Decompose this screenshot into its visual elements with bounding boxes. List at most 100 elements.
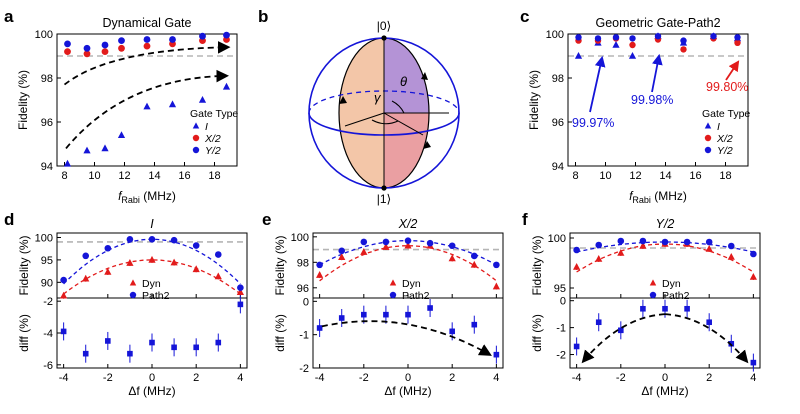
panel-c-point (575, 34, 582, 41)
panel-a-point (101, 144, 109, 152)
panel-c-ytick-label: 100 (546, 29, 564, 41)
panel-e-point-diff (427, 305, 433, 311)
panel-e-top-ytick-label: 98 (297, 257, 309, 269)
panel-c-legend-label: X/2 (716, 133, 733, 145)
panel-c-ylabel: Fidelity (%) (527, 70, 541, 130)
panel-f-bottom-xtick-label: 4 (750, 372, 756, 384)
panel-c-xtick-label: 16 (689, 170, 701, 182)
panel-d-point-path2 (82, 252, 90, 260)
panel-f-point-dyn (749, 273, 757, 280)
panel-d-bottom-xtick-label: 0 (149, 372, 155, 384)
panel-e-point-dyn (404, 241, 412, 249)
panel-e-point-diff (405, 311, 411, 318)
panel-e-point-diff (471, 321, 478, 328)
panel-f-point-dyn (639, 242, 647, 249)
panel-e-bottom-xtick-label: -2 (359, 372, 369, 384)
panel-e-top-ytick-label: 96 (297, 283, 309, 295)
panel-e-point-dyn (382, 243, 390, 250)
panel-c-point (734, 34, 741, 41)
panel-d-point-dyn (148, 255, 156, 263)
panel-a-xtick-label: 14 (148, 170, 160, 182)
panel-c-point (654, 33, 662, 40)
panel-f-point-dyn (705, 245, 713, 252)
panel-e-point-path2 (316, 261, 323, 269)
panel-e-legend-dyn: Dyn (402, 278, 421, 290)
panel-a-point (143, 42, 151, 50)
panel-c-point (734, 39, 741, 46)
panel-d-top-ytick-label: 100 (35, 232, 53, 244)
panel-d-point-dyn (170, 258, 178, 266)
panel-a-point (143, 36, 151, 43)
panel-e-legend-path2: Path2 (402, 290, 430, 302)
panel-c-legend-marker (704, 134, 712, 142)
panel-d-point-path2 (214, 251, 222, 258)
panel-f-point-diff (684, 305, 690, 312)
panel-e-point-diff (338, 315, 345, 321)
panel-e-xlabel: Δf (MHz) (384, 384, 431, 398)
panel-c-annotation-1: 99.97% (572, 116, 614, 130)
bloch-ket-1: |1⟩ (377, 192, 391, 206)
panel-a-xtick-label: 10 (88, 170, 100, 182)
panel-c-legend-label: Y/2 (717, 145, 733, 157)
panel-f-point-path2 (617, 237, 625, 245)
panel-f-trend-arrow-left (581, 313, 666, 364)
panel-f-point-path2 (705, 238, 713, 246)
panel-d-bottom-ytick-label: -6 (43, 360, 53, 372)
panel-c-annotation-3: 99.80% (706, 80, 748, 94)
panel-f-bottom-xtick-label: 0 (662, 372, 668, 384)
panel-d-point-diff (127, 350, 133, 357)
panel-d-bottom-ytick-label: -2 (43, 296, 53, 308)
bloch-theta-arc (391, 100, 405, 114)
panel-d-point-diff (60, 328, 67, 335)
panel-a-point (168, 100, 177, 108)
panel-d-point-dyn (104, 268, 112, 275)
panel-c-point (710, 33, 717, 40)
bloch-y-axis (344, 112, 385, 127)
panel-f-point-diff (706, 319, 712, 326)
panel-d-xlabel: Δf (MHz) (128, 384, 175, 398)
panel-f-point-diff (640, 305, 646, 312)
panel-d-bottom-xtick-label: -2 (103, 372, 113, 384)
panel-label-d: d (4, 210, 14, 229)
panel-f-bottom-xtick-label: -2 (616, 372, 626, 384)
bloch-purple-region (384, 38, 429, 113)
bloch-south-dot (381, 185, 387, 191)
panel-a-point (117, 131, 126, 138)
panel-a-xtick-label: 8 (61, 170, 67, 182)
panel-a-point (64, 40, 71, 48)
panel-a-legend-label: Y/2 (205, 145, 221, 157)
panel-a-title: Dynamical Gate (103, 16, 192, 30)
panel-e-point-diff (383, 311, 389, 318)
panel-e-point-dyn (316, 271, 324, 278)
panel-f-trend-arrow-right (664, 313, 749, 364)
panel-e-point-diff (316, 325, 323, 331)
panel-d-legend-dyn: Dyn (142, 278, 161, 290)
panel-e-bottom-xtick-label: 2 (449, 372, 455, 384)
panel-d-point-diff (105, 338, 111, 344)
panel-d-fit-dyn (63, 259, 241, 295)
panel-e-point-diff (493, 351, 500, 358)
panel-c-point (680, 37, 687, 44)
panel-e-point-path2 (382, 238, 390, 246)
panel-c-legend-marker (704, 146, 712, 154)
panel-a-ytick-label: 94 (41, 161, 53, 173)
panel-e-bottom-ytick-label: -1 (299, 330, 309, 342)
panel-e-legend-marker-path2 (389, 291, 397, 299)
panel-label-a: a (4, 7, 14, 26)
panel-label-f: f (522, 210, 528, 229)
panel-c-annotation-arrow-3 (725, 60, 740, 81)
bloch-vector (383, 112, 424, 136)
bloch-gamma-arc (371, 119, 399, 125)
panel-d-bottom-xtick-label: -4 (59, 372, 69, 384)
panel-f-point-diff (662, 305, 668, 312)
panel-d-title: I (150, 217, 154, 231)
panel-e-top-ytick-label: 100 (291, 232, 309, 244)
panel-d-point-dyn (126, 259, 134, 266)
panel-f-bottom-xtick-label: 2 (706, 372, 712, 384)
panel-label-b: b (258, 7, 268, 26)
panel-c-point (628, 52, 637, 59)
panel-a-point (83, 44, 91, 52)
panel-a-ytick-label: 96 (41, 117, 53, 129)
panel-f-point-path2 (595, 241, 603, 249)
panel-e-point-path2 (448, 242, 456, 250)
